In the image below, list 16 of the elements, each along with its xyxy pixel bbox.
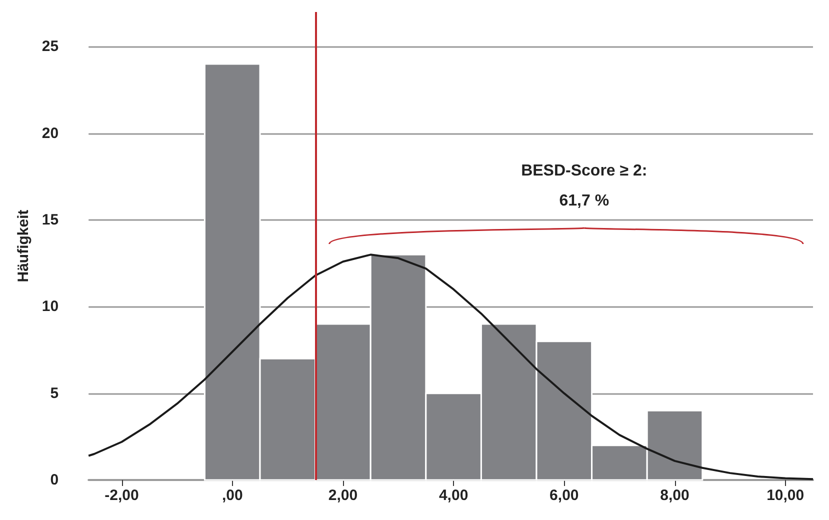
annotation: BESD-Score ≥ 2: 61,7 % bbox=[521, 162, 648, 210]
y-tick-label: 10 bbox=[42, 298, 59, 316]
y-tick-label: 15 bbox=[42, 212, 59, 228]
y-axis-title: Häufigkeit bbox=[15, 210, 32, 282]
y-tick-label: 5 bbox=[50, 384, 59, 402]
y-tick-label: 25 bbox=[42, 38, 59, 56]
x-tick-label: 4,00 bbox=[438, 487, 468, 504]
x-tick-label: 10,00 bbox=[766, 487, 804, 504]
x-tick-label: 2,00 bbox=[328, 487, 358, 504]
x-tick-label: 8,00 bbox=[660, 487, 690, 504]
y-tick-label: 20 bbox=[42, 124, 59, 142]
line-series bbox=[88, 254, 814, 480]
y-tick-label: 0 bbox=[50, 472, 59, 488]
x-tick-label: ,00 bbox=[222, 487, 243, 504]
x-tick-label: 6,00 bbox=[550, 487, 579, 504]
x-tick-label: -2,00 bbox=[104, 487, 139, 504]
